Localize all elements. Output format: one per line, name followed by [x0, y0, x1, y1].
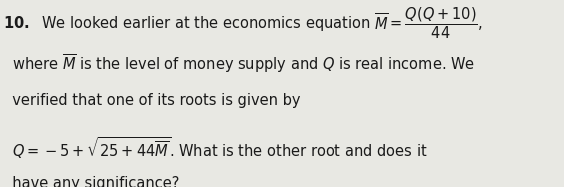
Text: where $\overline{M}$ is the level of money supply and $Q$ is real income. We: where $\overline{M}$ is the level of mon… [3, 52, 475, 75]
Text: have any significance?: have any significance? [3, 176, 179, 187]
Text: $\mathbf{10.}$  We looked earlier at the economics equation $\overline{M}=\dfrac: $\mathbf{10.}$ We looked earlier at the … [3, 6, 483, 41]
Text: verified that one of its roots is given by: verified that one of its roots is given … [3, 94, 300, 108]
Text: $Q = -5 + \sqrt{25 + 44\overline{M}}$. What is the other root and does it: $Q = -5 + \sqrt{25 + 44\overline{M}}$. W… [3, 135, 428, 160]
